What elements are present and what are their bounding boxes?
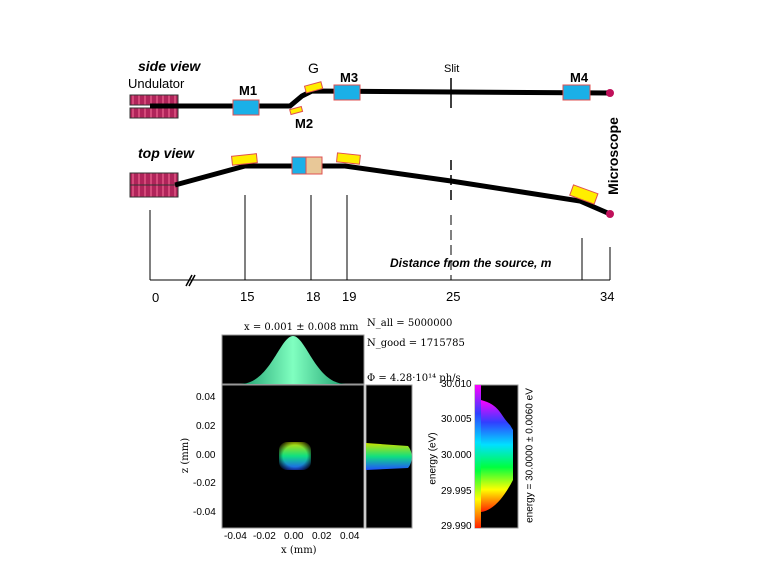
beam-side xyxy=(150,88,611,109)
axis-break xyxy=(185,274,193,287)
flux: Φ = 4.28·10¹⁴ ph/s xyxy=(367,373,461,384)
x-tick: 0.02 xyxy=(312,531,332,542)
energy-histogram xyxy=(481,400,513,512)
energy-stat: energy = 30.0000 ± 0.0060 eV xyxy=(524,388,536,523)
n-all: N_all = 5000000 xyxy=(367,318,453,329)
mirror-m4-top xyxy=(569,184,599,205)
tick-15: 15 xyxy=(240,289,255,304)
x-tick: 0.04 xyxy=(340,531,360,542)
undulator-top xyxy=(129,172,179,186)
x-histogram xyxy=(240,336,346,384)
energy-tick: 29.990 xyxy=(441,521,472,532)
z-stat: z = -0.000 ± 0.009 mm xyxy=(353,402,365,521)
microscope-dot-top xyxy=(606,210,614,218)
z-axis-label: z (mm) xyxy=(180,437,192,474)
side-view-label: side view xyxy=(138,58,201,74)
z-tick: -0.02 xyxy=(193,478,216,489)
grating-label: G xyxy=(308,60,319,76)
m4-label: M4 xyxy=(570,70,589,85)
mirror-m1-side xyxy=(232,99,260,116)
tick-34: 34 xyxy=(600,289,615,304)
x-stat: x = 0.001 ± 0.008 mm xyxy=(244,322,359,333)
tick-18: 18 xyxy=(306,289,321,304)
x-tick: -0.02 xyxy=(253,531,276,542)
distance-axis-label: Distance from the source, m xyxy=(390,256,552,270)
microscope-dot-side xyxy=(606,89,614,97)
top-view xyxy=(129,152,614,218)
z-tick: -0.04 xyxy=(193,507,216,518)
top-view-label: top view xyxy=(138,145,195,161)
microscope-label: Microscope xyxy=(605,117,621,195)
beam-top xyxy=(174,163,611,217)
x-tick: 0.00 xyxy=(284,531,304,542)
energy-axis-label: energy (eV) xyxy=(427,432,439,485)
m1-label: M1 xyxy=(239,83,258,98)
energy-tick: 30.010 xyxy=(441,379,472,390)
z-tick: 0.04 xyxy=(196,392,216,403)
z-tick: 0.00 xyxy=(196,450,216,461)
z-tick: 0.02 xyxy=(196,421,216,432)
tick-25: 25 xyxy=(446,289,461,304)
mirror-m1-top xyxy=(230,153,258,166)
xz-plot xyxy=(221,334,519,529)
side-view xyxy=(129,78,614,119)
energy-tick: 29.995 xyxy=(441,486,472,497)
energy-tick: 30.000 xyxy=(441,450,472,461)
grating-top xyxy=(305,156,323,175)
energy-tick: 30.005 xyxy=(441,414,472,425)
x-tick: -0.04 xyxy=(224,531,247,542)
mirror-m2-top xyxy=(291,156,307,175)
mirror-m2-side xyxy=(289,105,304,116)
x-axis-label: x (mm) xyxy=(281,545,317,556)
z-histogram xyxy=(366,443,412,470)
tick-0: 0 xyxy=(152,290,160,305)
energy-colorbar xyxy=(475,385,481,528)
mirror-m4-side xyxy=(562,84,591,101)
distance-axis xyxy=(149,195,611,287)
tick-19: 19 xyxy=(342,289,357,304)
grating-side xyxy=(303,81,324,94)
m3-label: M3 xyxy=(340,70,359,85)
n-good: N_good = 1715785 xyxy=(367,338,465,349)
mirror-m3-top xyxy=(335,152,361,165)
m2-label: M2 xyxy=(295,116,314,131)
undulator-label: Undulator xyxy=(128,76,185,91)
slit-label: Slit xyxy=(444,63,460,75)
mirror-m3-side xyxy=(333,84,361,101)
